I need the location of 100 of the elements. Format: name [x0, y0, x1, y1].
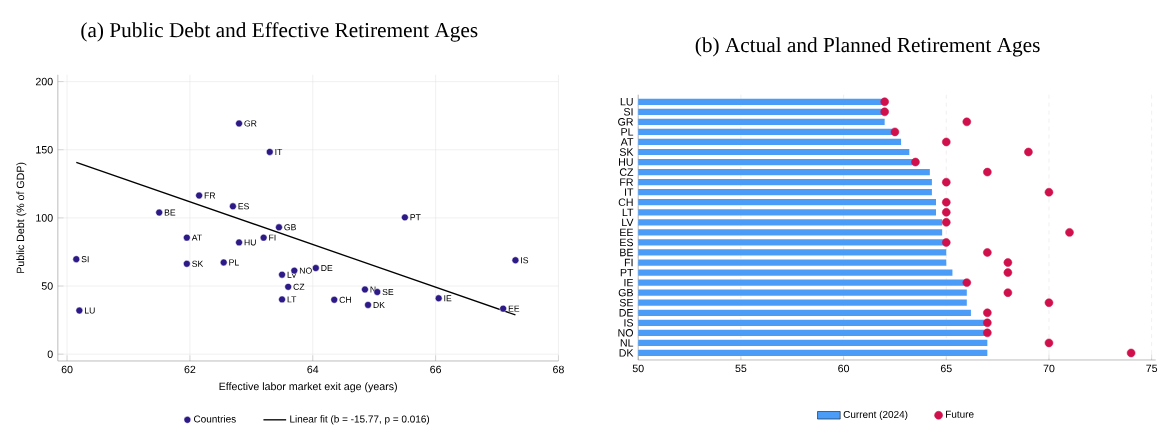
y-tick-label: LU	[620, 98, 633, 106]
point	[235, 238, 243, 247]
annotation: BE	[164, 209, 176, 216]
point	[183, 260, 191, 268]
point	[499, 305, 507, 313]
y-tick-label: LT	[622, 208, 634, 217]
x-tick-label: 70	[1043, 364, 1055, 373]
point	[983, 308, 992, 318]
point	[911, 157, 920, 167]
y-tick-label: FI	[624, 258, 633, 267]
point	[229, 202, 237, 211]
point	[183, 234, 191, 242]
point	[278, 295, 286, 304]
x-tick-label: 50	[632, 364, 644, 373]
annotation: SK	[192, 260, 204, 267]
y-tick-label: GB	[618, 289, 633, 297]
annotation: PL	[229, 259, 239, 266]
x-tick-label: 60	[61, 365, 73, 374]
point	[155, 208, 163, 217]
point	[1044, 338, 1054, 348]
chart-title: (a) Public Debt and Effective Retirement Ages	[81, 22, 478, 42]
annotation: HU	[244, 239, 256, 246]
y-axis-title: Public Debt (% of GDP)	[16, 162, 27, 273]
annotation: SE	[382, 289, 394, 296]
annotation: IS	[521, 257, 529, 264]
annotation: LU	[84, 307, 95, 314]
x-tick-label: 62	[184, 365, 196, 374]
point	[1044, 188, 1054, 197]
y-tick-label: 150	[36, 146, 53, 154]
point	[75, 306, 84, 315]
point	[983, 248, 992, 257]
point	[330, 296, 338, 304]
annotation: AT	[191, 234, 202, 241]
y-tick-label: CZ	[619, 168, 634, 176]
annotation: LT	[287, 296, 297, 303]
point	[278, 271, 286, 279]
x-axis-title: Effective labor market exit age (years)	[219, 382, 397, 393]
point	[235, 119, 243, 128]
annotation: IT	[275, 149, 283, 156]
point	[361, 285, 369, 294]
point	[401, 213, 409, 222]
legend-label: Future	[946, 410, 974, 418]
y-tick-label: 50	[41, 282, 53, 290]
point	[890, 127, 900, 137]
x-tick-label: 75	[1146, 364, 1158, 373]
y-tick-label: NO	[618, 329, 633, 337]
x-tick-label: 65	[940, 364, 952, 373]
point	[942, 198, 951, 207]
x-tick-label: 66	[430, 365, 442, 374]
y-tick-label: SK	[619, 148, 634, 156]
point	[983, 167, 992, 177]
annotation: CH	[339, 296, 351, 303]
point	[942, 137, 951, 147]
y-tick-label: 200	[35, 77, 53, 86]
point	[962, 117, 972, 127]
y-tick-label: FR	[620, 178, 634, 186]
point	[1126, 348, 1136, 358]
legend-label: Countries	[194, 415, 236, 423]
y-tick-label: NL	[620, 339, 634, 347]
annotation: CZ	[293, 283, 305, 291]
point	[983, 328, 992, 338]
y-tick-label: PT	[620, 269, 634, 277]
point	[364, 301, 372, 309]
chart-title: (b) Actual and Planned Retirement Ages	[695, 37, 1040, 57]
x-tick-label: 60	[838, 364, 850, 373]
y-tick-label: CH	[618, 198, 633, 207]
y-tick-label: HU	[619, 158, 633, 166]
point	[284, 283, 292, 291]
point	[1003, 268, 1013, 277]
point	[219, 258, 228, 267]
annotation: SI	[81, 256, 89, 263]
annotation: DE	[321, 265, 333, 272]
point	[983, 318, 992, 328]
point	[942, 178, 951, 187]
y-tick-label: IE	[624, 279, 634, 287]
point	[880, 97, 889, 107]
point	[195, 191, 203, 200]
point	[1065, 228, 1074, 237]
y-tick-label: 0	[47, 350, 53, 359]
y-tick-label: EE	[620, 228, 634, 237]
point	[962, 278, 972, 287]
legend-label: Current (2024)	[843, 410, 908, 421]
y-tick-label: DE	[619, 309, 634, 317]
annotation: ES	[238, 203, 249, 210]
point	[259, 234, 268, 242]
point	[72, 255, 81, 264]
legend-label: Linear fit (b = -15.77, p = 0.016)	[290, 415, 430, 425]
y-tick-label: BE	[620, 248, 634, 257]
point	[1003, 288, 1013, 298]
annotation: LV	[287, 271, 297, 278]
annotation: PT	[410, 214, 421, 221]
annotation: EE	[508, 305, 520, 312]
point	[880, 107, 889, 117]
y-tick-label: DK	[619, 349, 634, 357]
point	[275, 223, 283, 232]
y-tick-label: IS	[624, 319, 634, 327]
y-tick-label: 100	[36, 214, 53, 222]
y-tick-label: PL	[621, 128, 634, 136]
y-tick-label: IT	[625, 188, 634, 196]
x-tick-label: 55	[735, 364, 747, 373]
